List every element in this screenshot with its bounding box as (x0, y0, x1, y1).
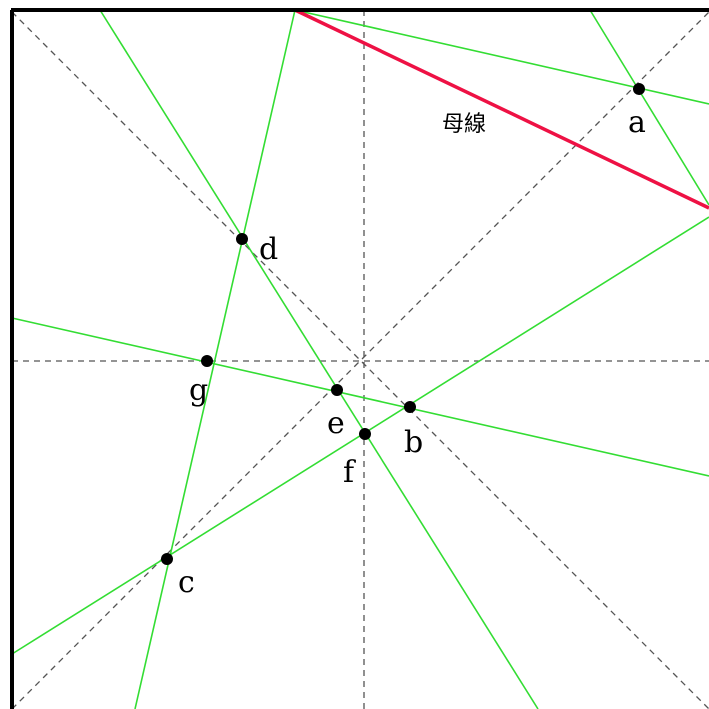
point-b (404, 401, 416, 413)
label-c: c (178, 565, 195, 600)
points (161, 83, 645, 565)
generator-line (294, 8, 709, 210)
generator-label: 母線 (442, 112, 486, 137)
label-b: b (404, 425, 423, 460)
label-f: f (343, 455, 356, 490)
crease-line-1 (99, 9, 539, 709)
point-labels: a b c d e f g (178, 105, 646, 600)
point-g (201, 355, 213, 367)
paper-frame (10, 8, 709, 709)
point-a (633, 83, 645, 95)
label-e: e (327, 406, 345, 441)
crease-line-5 (294, 9, 709, 105)
crease-line-2 (134, 9, 296, 709)
crease-line-6 (589, 9, 709, 206)
label-g: g (189, 373, 208, 408)
point-c (161, 553, 173, 565)
label-a: a (628, 105, 646, 140)
crease-lines (11, 9, 709, 709)
point-e (331, 384, 343, 396)
label-d: d (259, 232, 278, 267)
crease-line-3 (11, 317, 709, 477)
point-f (359, 428, 371, 440)
point-d (236, 233, 248, 245)
guide-lines (11, 10, 709, 709)
